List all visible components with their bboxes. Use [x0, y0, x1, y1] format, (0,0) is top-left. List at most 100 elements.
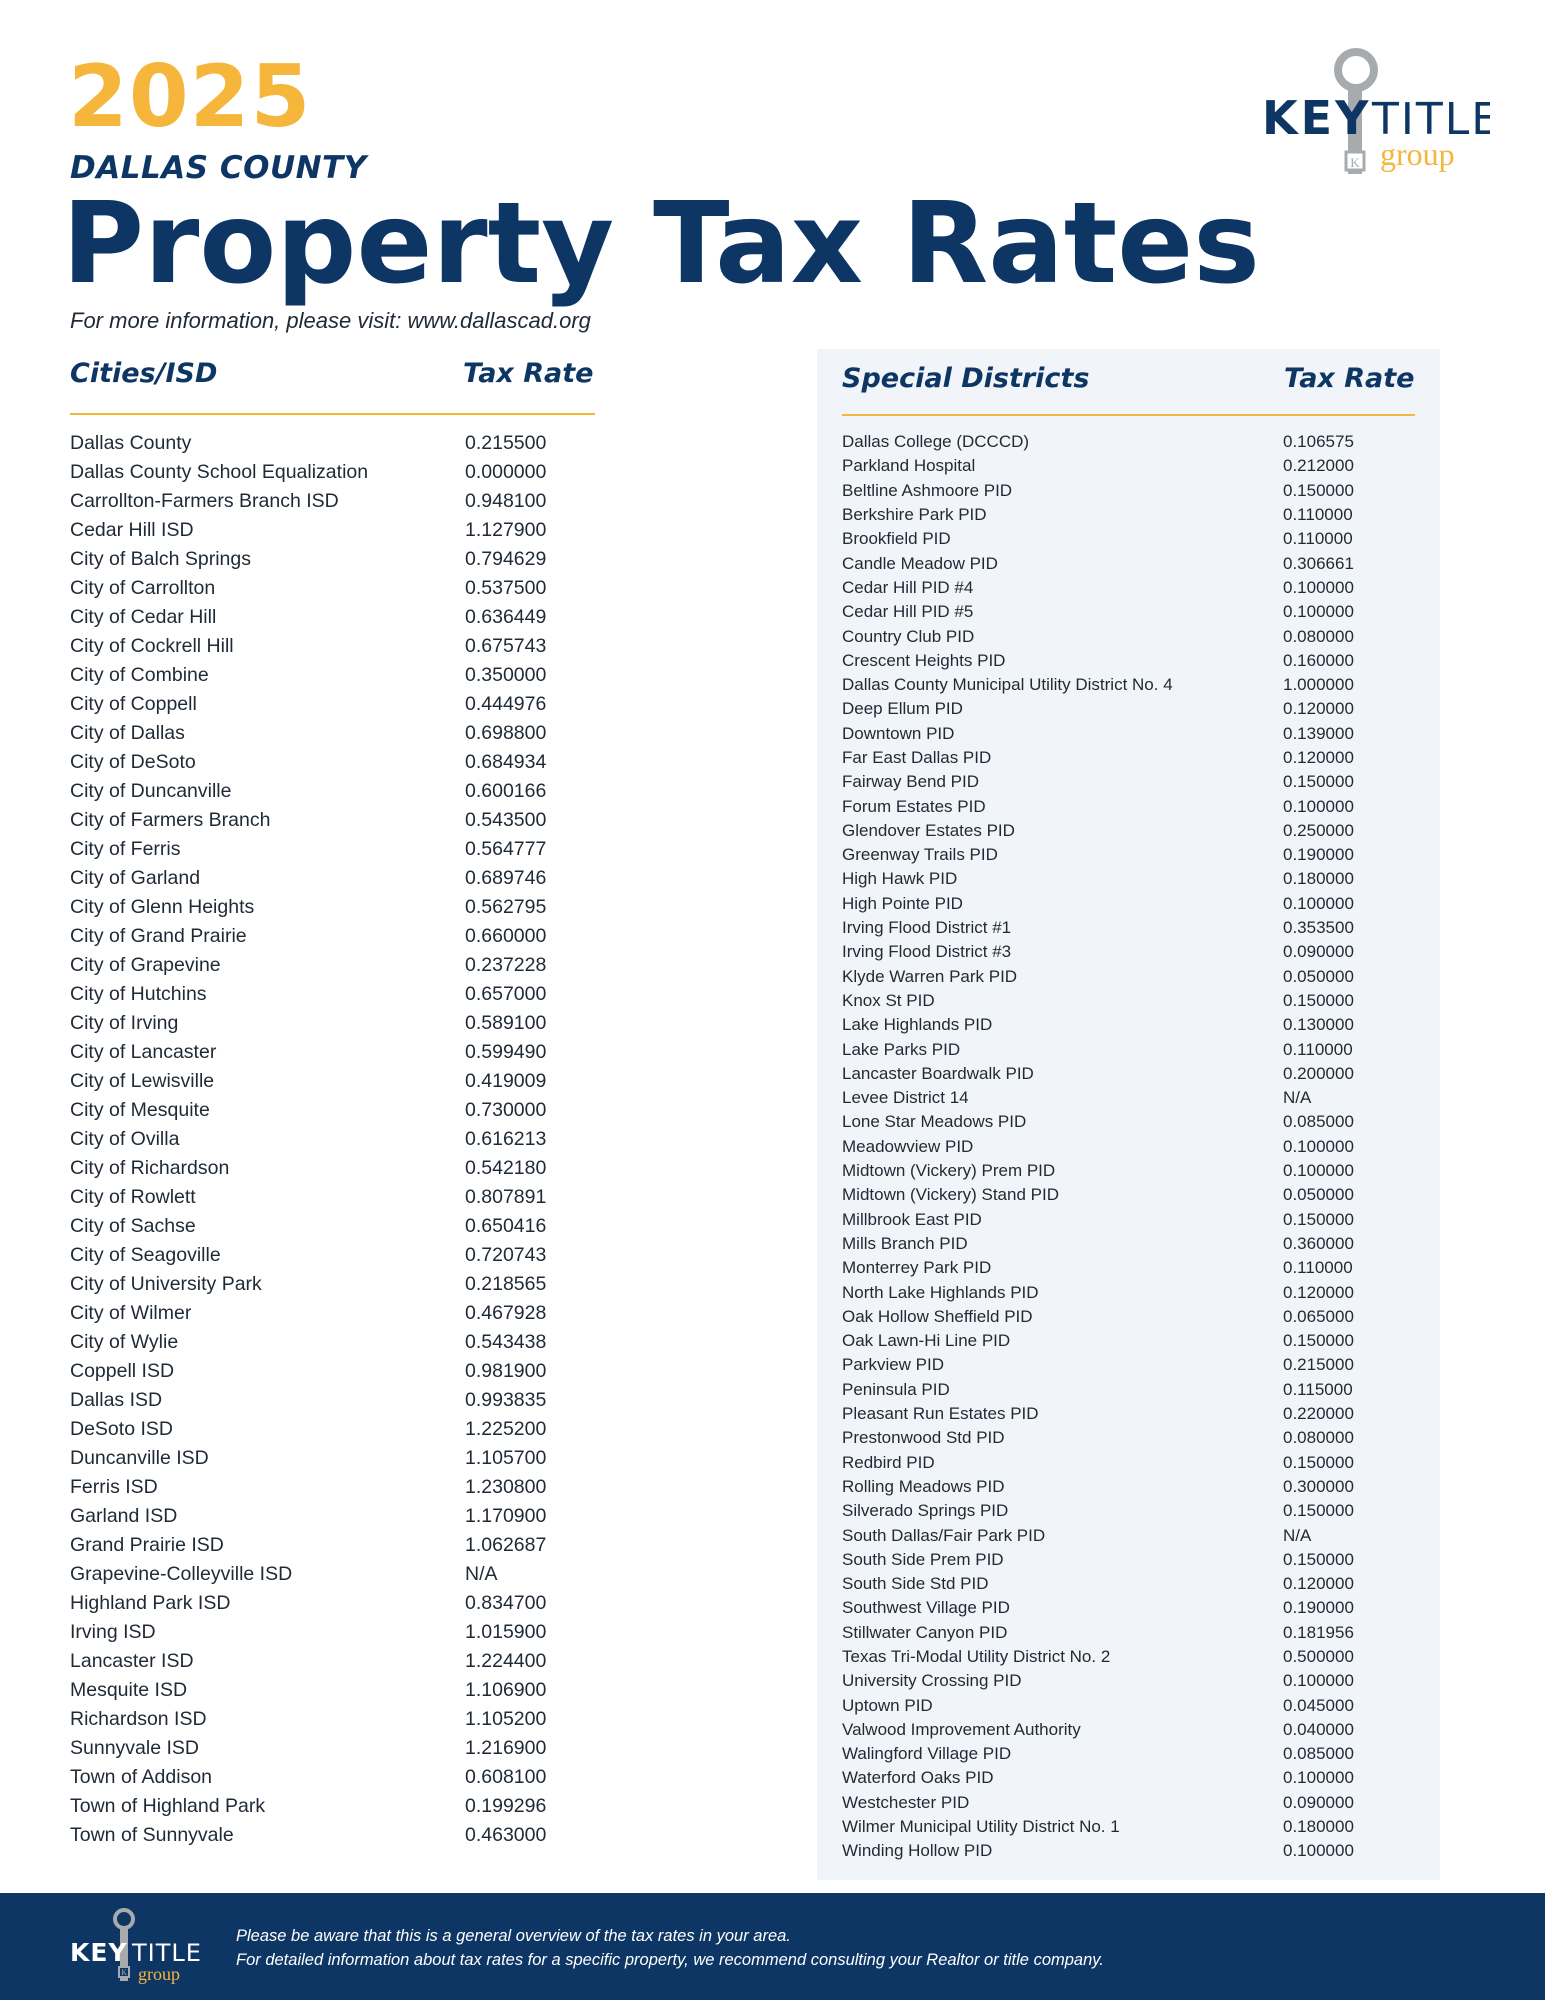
tax-rate-value: 0.120000	[1283, 1282, 1354, 1302]
district-name: Berkshire Park PID	[842, 505, 987, 525]
district-name: Irving Flood District #3	[842, 942, 1012, 962]
district-name: Dallas County Municipal Utility District…	[842, 675, 1173, 695]
tax-rate-value: 0.090000	[1283, 942, 1354, 962]
table-row: Stillwater Canyon PID 0.181956	[842, 1621, 1422, 1645]
tax-rate-value: 0.100000	[1283, 893, 1354, 913]
table-row: Winding Hollow PID 0.100000	[842, 1839, 1422, 1863]
district-name: City of Seagoville	[70, 1244, 221, 1266]
table-row: Richardson ISD 1.105200	[70, 1705, 610, 1734]
district-name: Parkland Hospital	[842, 456, 976, 476]
tax-rate-value: 0.150000	[1283, 990, 1354, 1010]
tax-rate-value: 0.657000	[465, 983, 547, 1005]
table-row: Brookfield PID 0.110000	[842, 527, 1422, 551]
district-name: City of Ferris	[70, 838, 181, 860]
district-name: Deep Ellum PID	[842, 699, 963, 719]
cities-heading: Cities/ISD	[70, 358, 218, 389]
district-name: Prestonwood Std PID	[842, 1428, 1005, 1448]
table-row: City of Wilmer 0.467928	[70, 1299, 610, 1328]
district-name: Stillwater Canyon PID	[842, 1622, 1008, 1642]
table-row: Midtown (Vickery) Stand PID 0.050000	[842, 1183, 1422, 1207]
tax-rate-value: 0.190000	[1283, 845, 1354, 865]
table-row: Meadowview PID 0.100000	[842, 1135, 1422, 1159]
tax-rate-value: 0.215500	[465, 432, 547, 454]
district-name: City of Wilmer	[70, 1302, 192, 1324]
tax-rate-value: 0.080000	[1283, 626, 1354, 646]
district-name: Far East Dallas PID	[842, 748, 992, 767]
district-name: Oak Lawn-Hi Line PID	[842, 1331, 1011, 1351]
district-name: Pleasant Run Estates PID	[842, 1404, 1039, 1424]
table-row: Cedar Hill PID #4 0.100000	[842, 576, 1422, 600]
tax-rate-value: 0.120000	[1283, 748, 1354, 767]
district-name: Westchester PID	[842, 1792, 970, 1812]
tax-rate-value: 0.190000	[1283, 1598, 1354, 1618]
tax-rate-value: 0.100000	[1283, 796, 1354, 816]
district-name: Forum Estates PID	[842, 796, 986, 816]
table-row: Levee District 14 N/A	[842, 1086, 1422, 1110]
table-row: Town of Addison 0.608100	[70, 1763, 610, 1792]
info-text: For more information, please visit: www.…	[70, 308, 591, 333]
table-row: City of Irving 0.589100	[70, 1009, 610, 1038]
table-row: Dallas College (DCCCD) 0.106575	[842, 430, 1422, 454]
table-row: Pleasant Run Estates PID 0.220000	[842, 1402, 1422, 1426]
tax-rate-value: 1.105200	[465, 1708, 547, 1730]
tax-rate-value: 0.463000	[465, 1824, 547, 1846]
table-row: Oak Lawn-Hi Line PID 0.150000	[842, 1329, 1422, 1353]
tax-rate-value: 0.045000	[1283, 1695, 1354, 1715]
tax-rate-value: 0.139000	[1283, 723, 1354, 743]
tax-rate-value: 0.150000	[1283, 1452, 1354, 1472]
table-row: DeSoto ISD 1.225200	[70, 1415, 610, 1444]
table-row: University Crossing PID 0.100000	[842, 1669, 1422, 1693]
district-name: Dallas County	[70, 432, 192, 454]
tax-rate-value: 0.250000	[1283, 820, 1354, 840]
tax-rate-value: 0.730000	[465, 1099, 547, 1121]
district-name: City of Cockrell Hill	[70, 635, 234, 657]
tax-rate-value: 0.130000	[1283, 1015, 1354, 1035]
table-row: Ferris ISD 1.230800	[70, 1473, 610, 1502]
table-row: Grapevine-Colleyville ISD N/A	[70, 1560, 610, 1589]
table-row: Peninsula PID 0.115000	[842, 1378, 1422, 1402]
table-row: City of Grapevine 0.237228	[70, 951, 610, 980]
table-row: City of Dallas 0.698800	[70, 719, 610, 748]
tax-rate-value: 0.115000	[1283, 1379, 1353, 1399]
cities-rate-heading: Tax Rate	[463, 358, 594, 389]
district-name: Beltline Ashmoore PID	[842, 480, 1013, 500]
tax-rate-value: 0.090000	[1283, 1792, 1354, 1812]
tax-rate-value: 0.100000	[1283, 1671, 1354, 1691]
tax-rate-value: 0.110000	[1283, 505, 1353, 525]
district-name: Cedar Hill PID #4	[842, 577, 974, 597]
tax-rate-value: 0.237228	[465, 954, 547, 976]
district-name: Cedar Hill PID #5	[842, 602, 974, 622]
district-name: South Dallas/Fair Park PID	[842, 1525, 1046, 1545]
tax-rate-value: 1.230800	[465, 1476, 547, 1498]
tax-rate-value: 0.589100	[465, 1012, 547, 1034]
tax-rate-value: N/A	[1283, 1088, 1312, 1108]
table-row: City of Glenn Heights 0.562795	[70, 893, 610, 922]
table-row: City of Mesquite 0.730000	[70, 1096, 610, 1125]
tax-rate-value: 1.225200	[465, 1418, 547, 1440]
district-name: Peninsula PID	[842, 1379, 950, 1399]
tax-rate-value: 0.085000	[1283, 1744, 1354, 1764]
tax-rate-value: 0.948100	[465, 490, 547, 512]
table-row: City of Balch Springs 0.794629	[70, 545, 610, 574]
table-row: Cedar Hill ISD 1.127900	[70, 516, 610, 545]
tax-rate-value: 0.353500	[1283, 918, 1354, 938]
tax-rate-value: 0.110000	[1283, 1258, 1353, 1278]
tax-rate-value: 0.120000	[1283, 699, 1354, 719]
table-row: City of DeSoto 0.684934	[70, 748, 610, 777]
tax-rate-value: 0.040000	[1283, 1719, 1354, 1739]
tax-rate-value: 0.085000	[1283, 1112, 1354, 1132]
tax-rate-value: 0.150000	[1283, 480, 1354, 500]
district-name: Mesquite ISD	[70, 1679, 188, 1701]
table-row: Valwood Improvement Authority 0.040000	[842, 1718, 1422, 1742]
page-title: Property Tax Rates	[62, 179, 1260, 309]
district-name: Oak Hollow Sheffield PID	[842, 1306, 1033, 1326]
district-name: Klyde Warren Park PID	[842, 966, 1018, 986]
tax-rate-value: 0.110000	[1283, 529, 1353, 549]
district-name: Irving Flood District #1	[842, 918, 1012, 938]
table-row: City of Wylie 0.543438	[70, 1328, 610, 1357]
district-name: Dallas College (DCCCD)	[842, 432, 1030, 452]
tax-rate-value: 0.689746	[465, 867, 547, 889]
tax-rate-value: 0.150000	[1283, 1549, 1354, 1569]
table-row: City of University Park 0.218565	[70, 1270, 610, 1299]
table-row: Forum Estates PID 0.100000	[842, 794, 1422, 818]
